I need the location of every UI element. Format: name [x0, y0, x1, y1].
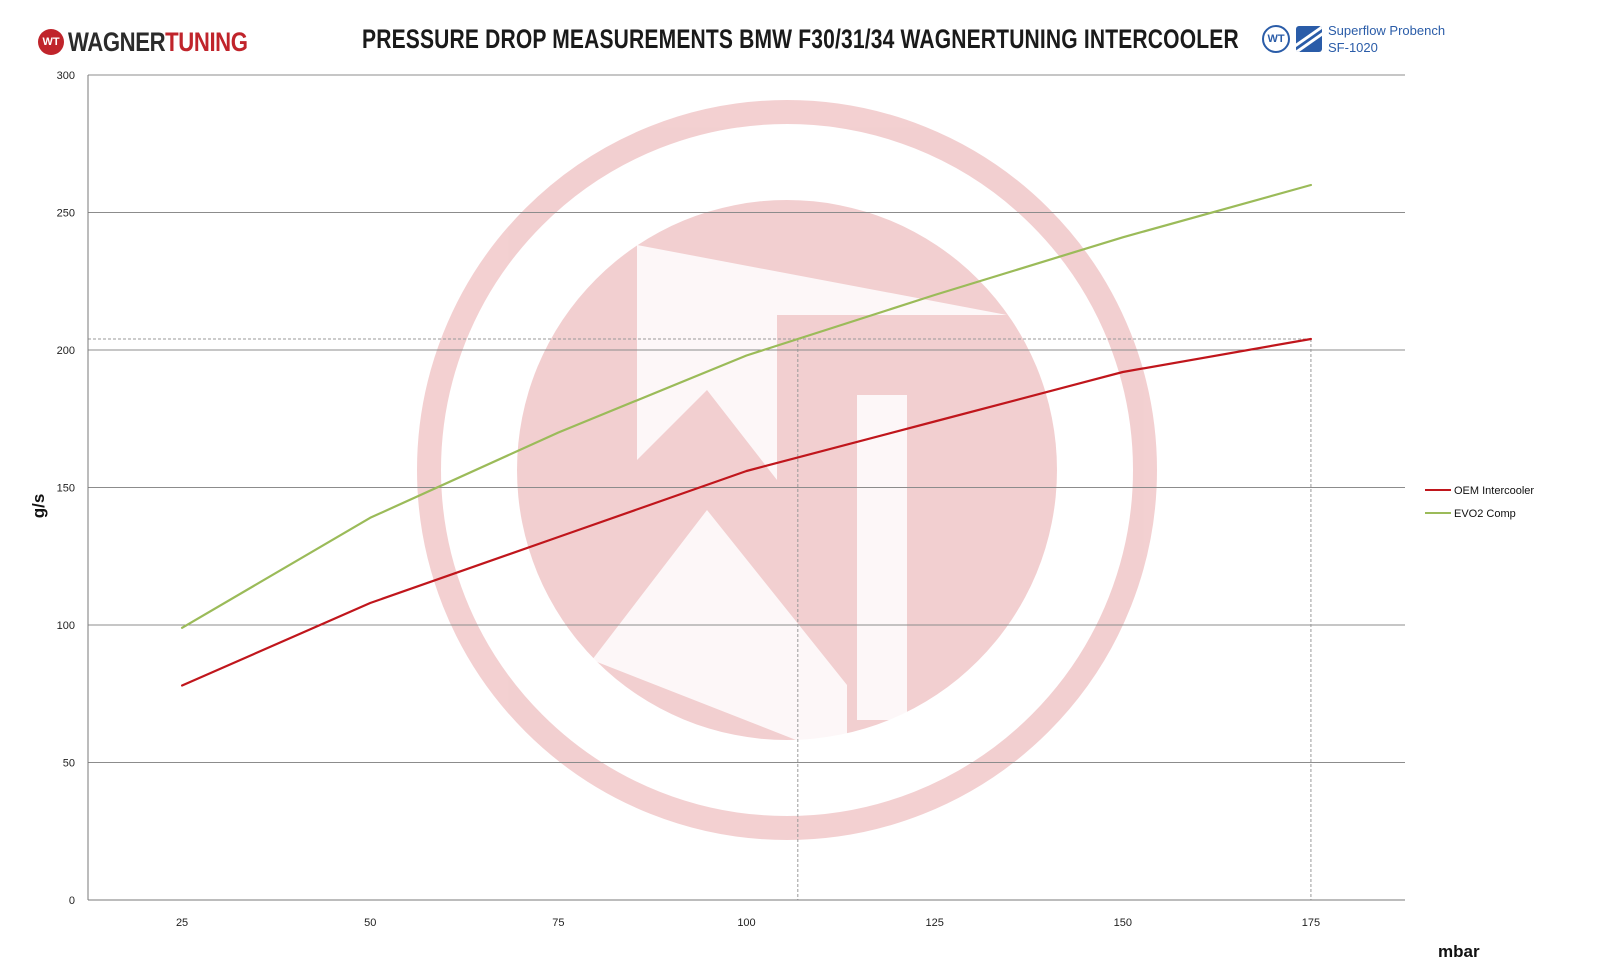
y-tick-label: 150 — [57, 483, 75, 495]
y-tick-label: 250 — [57, 208, 75, 220]
gridlines — [88, 74, 1405, 763]
watermark-shape — [637, 245, 1007, 480]
y-tick-label: 200 — [57, 345, 75, 357]
y-tick-label: 100 — [57, 620, 75, 632]
watermark-wedge — [592, 510, 847, 760]
y-tick-labels: 0 50 100 150 200 250 300 — [57, 70, 75, 907]
legend: OEM Intercooler EVO2 Comp — [1425, 485, 1534, 520]
x-tick-label: 150 — [1114, 917, 1132, 929]
watermark-ring — [417, 100, 1157, 840]
y-tick-label: 0 — [69, 895, 75, 907]
x-tick-label: 175 — [1302, 917, 1320, 929]
watermark-logo — [417, 100, 1157, 840]
y-tick-label: 50 — [63, 758, 75, 770]
axes — [87, 75, 1405, 901]
x-axis-label: mbar — [1438, 942, 1480, 961]
brand-mark-icon: WT — [38, 29, 64, 55]
brand-wordmark: WAGNERTUNING — [68, 27, 248, 58]
bench-line2: SF-1020 — [1328, 40, 1378, 55]
legend-label: OEM Intercooler — [1454, 485, 1534, 497]
superflow-logo-icon — [1296, 26, 1322, 52]
y-axis-label: g/s — [29, 494, 48, 519]
bench-line1: Superflow Probench — [1328, 23, 1446, 38]
x-tick-label: 75 — [552, 917, 564, 929]
brand-part2: TUNING — [165, 26, 248, 57]
watermark-disc — [517, 200, 1057, 740]
brand-logo: WT WAGNERTUNING — [38, 26, 287, 58]
legend-label: EVO2 Comp — [1454, 508, 1516, 520]
x-tick-labels: 25 50 75 100 125 150 175 — [176, 917, 1320, 929]
x-tick-label: 100 — [737, 917, 755, 929]
chart-title: PRESSURE DROP MEASUREMENTS BMW F30/31/34… — [362, 24, 1239, 54]
x-tick-label: 25 — [176, 917, 188, 929]
brand-part1: WAGNER — [68, 26, 166, 57]
y-tick-label: 300 — [57, 70, 75, 82]
bench-text: Superflow Probench SF-1020 — [1328, 22, 1445, 56]
x-tick-label: 50 — [364, 917, 376, 929]
wt-circle-icon: WT — [1262, 25, 1290, 53]
bench-badge: WT Superflow Probench SF-1020 — [1262, 22, 1445, 56]
watermark-bar — [857, 395, 907, 720]
series-lines — [181, 183, 1313, 687]
x-tick-label: 125 — [925, 917, 943, 929]
reference-lines — [88, 338, 1312, 900]
